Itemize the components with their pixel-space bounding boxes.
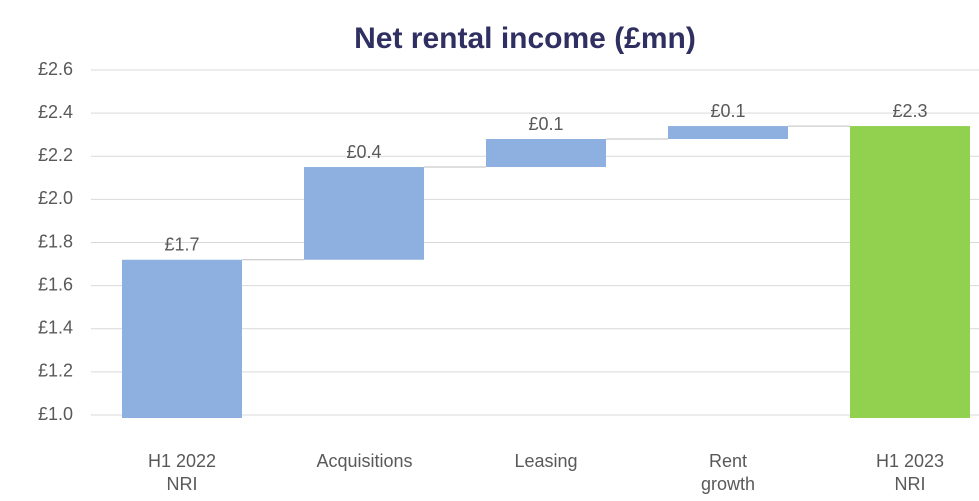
y-tick-label: £1.0: [38, 404, 73, 424]
bar: [486, 139, 606, 168]
x-tick-text: H1 2022 NRI: [147, 451, 217, 494]
x-tick-text: Leasing: [514, 451, 578, 471]
value-label: £0.4: [346, 142, 381, 162]
value-label: £2.3: [892, 101, 927, 121]
y-tick-label: £2.2: [38, 145, 73, 165]
bar: [850, 126, 970, 418]
x-tick-text: Acquisitions: [316, 451, 413, 471]
x-tick-label: Acquisitions: [273, 450, 455, 473]
bar: [122, 259, 242, 418]
x-tick-label: Rent growth: [637, 450, 819, 496]
y-tick-label: £1.4: [38, 318, 73, 338]
chart-title: Net rental income (£mn): [354, 22, 696, 55]
y-tick-label: £2.6: [38, 59, 73, 79]
x-tick-label: H1 2022 NRI: [91, 450, 273, 496]
x-tick-text: H1 2023 NRI: [875, 451, 945, 494]
y-tick-label: £2.4: [38, 102, 73, 122]
value-label: £1.7: [164, 235, 199, 255]
value-label: £0.1: [528, 114, 563, 134]
x-tick-label: Leasing: [455, 450, 637, 473]
x-tick-text: Rent growth: [700, 451, 756, 494]
value-label: £0.1: [710, 101, 745, 121]
x-tick-label: H1 2023 NRI: [819, 450, 979, 496]
bar: [668, 126, 788, 139]
y-tick-label: £1.2: [38, 361, 73, 381]
y-tick-label: £1.6: [38, 274, 73, 294]
y-tick-label: £2.0: [38, 188, 73, 208]
y-tick-label: £1.8: [38, 231, 73, 251]
bar: [304, 167, 424, 260]
